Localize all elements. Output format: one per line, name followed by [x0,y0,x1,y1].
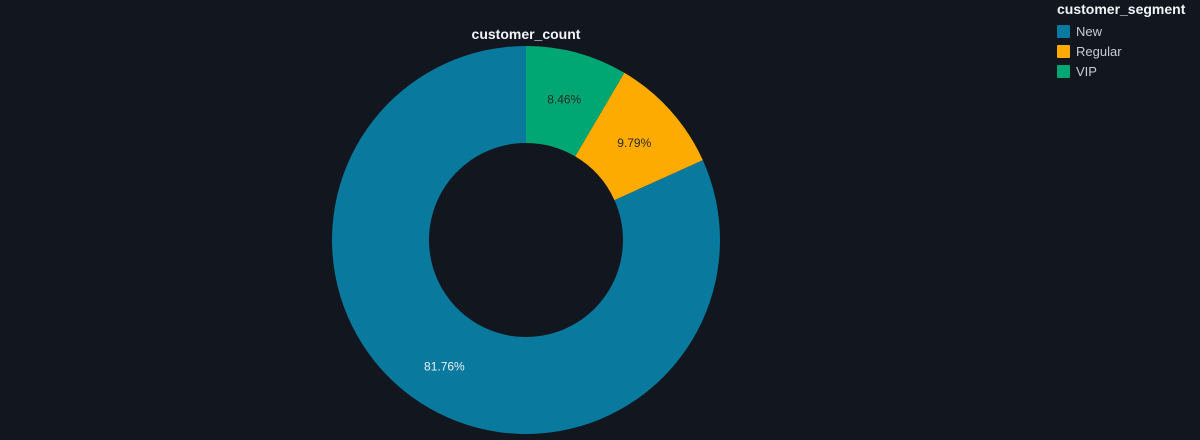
legend-label: Regular [1076,43,1122,59]
legend-label: VIP [1076,63,1097,79]
slice-label-regular: 9.79% [617,136,651,150]
legend-label: New [1076,23,1103,39]
slices-group [332,46,721,435]
legend-item-vip[interactable]: VIP [1057,61,1185,81]
legend-item-new[interactable]: New [1057,21,1185,41]
legend-swatch [1057,64,1070,78]
slice-new[interactable] [332,46,721,435]
slice-labels-group: 81.76% 9.79% 8.46% [424,93,652,374]
slice-vip[interactable] [526,46,625,157]
legend-items: New Regular VIP [1057,21,1185,81]
legend-swatch [1057,44,1070,58]
slice-label-vip: 8.46% [547,93,581,107]
legend: customer_segment New Regular VIP [1057,1,1185,81]
legend-title: customer_segment [1057,1,1186,17]
chart-title: customer_count [472,26,581,42]
legend-item-regular[interactable]: Regular [1057,41,1185,61]
slice-regular[interactable] [575,72,703,201]
slice-label-new: 81.76% [424,359,465,373]
legend-swatch [1057,24,1070,38]
